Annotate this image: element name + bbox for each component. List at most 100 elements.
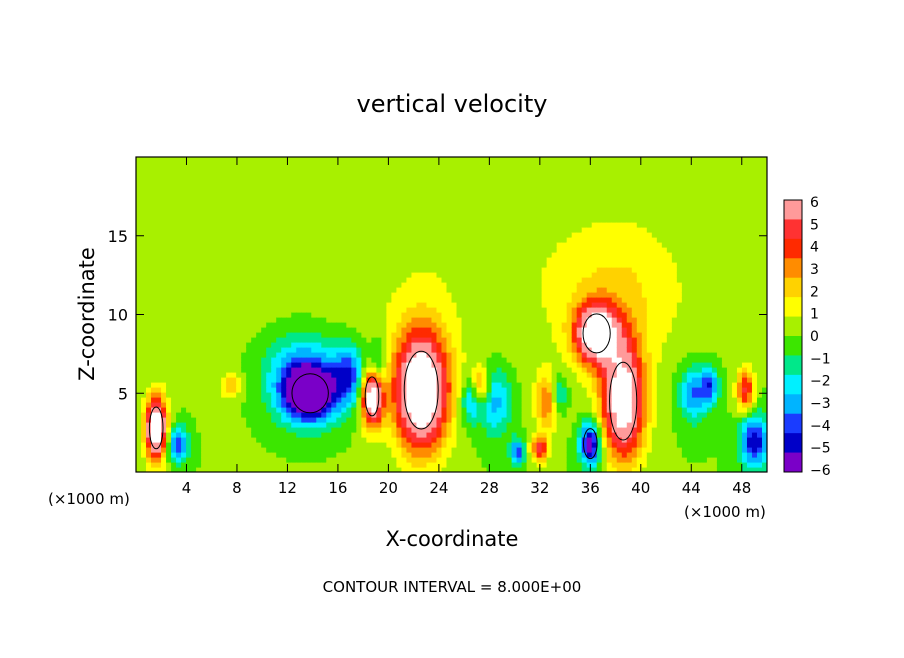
heatmap-cell (186, 347, 192, 353)
heatmap-cell (166, 467, 172, 472)
heatmap-cell (501, 417, 508, 423)
heatmap-cell (451, 157, 458, 163)
heatmap-cell (516, 252, 523, 258)
heatmap-cell (291, 367, 297, 373)
heatmap-cell (201, 432, 207, 438)
heatmap-cell (461, 187, 468, 193)
heatmap-cell (521, 287, 528, 293)
heatmap-cell (266, 237, 272, 243)
heatmap-cell (356, 397, 362, 403)
heatmap-cell (471, 227, 478, 233)
heatmap-cell (396, 452, 403, 458)
heatmap-cell (286, 212, 292, 218)
heatmap-cell (481, 307, 488, 313)
heatmap-cell (471, 277, 478, 283)
heatmap-cell (291, 307, 297, 313)
heatmap-cell (476, 402, 483, 408)
heatmap-cell (181, 327, 187, 333)
heatmap-cell (226, 342, 232, 348)
heatmap-cell (406, 392, 413, 398)
heatmap-cell (496, 442, 503, 448)
heatmap-cell (176, 217, 182, 223)
heatmap-cell (296, 227, 302, 233)
heatmap-cell (256, 457, 262, 463)
heatmap-cell (326, 182, 332, 188)
heatmap-cell (291, 412, 297, 418)
heatmap-cell (246, 257, 252, 263)
heatmap-cell (161, 417, 167, 423)
heatmap-cell (341, 272, 347, 278)
heatmap-cell (441, 362, 448, 368)
heatmap-cell (186, 467, 192, 472)
heatmap-cell (271, 292, 277, 298)
heatmap-cell (411, 172, 418, 178)
heatmap-cell (336, 362, 342, 368)
heatmap-cell (271, 432, 277, 438)
heatmap-cell (511, 302, 518, 308)
heatmap-cell (201, 372, 207, 378)
heatmap-cell (231, 422, 237, 428)
heatmap-cell (156, 207, 162, 213)
heatmap-cell (256, 362, 262, 368)
heatmap-cell (511, 257, 518, 263)
heatmap-cell (376, 187, 382, 193)
heatmap-cell (141, 322, 147, 328)
heatmap-cell (176, 467, 182, 472)
heatmap-cell (411, 267, 418, 273)
heatmap-cell (416, 372, 423, 378)
heatmap-cell (516, 432, 523, 438)
heatmap-cell (431, 347, 438, 353)
heatmap-cell (251, 357, 257, 363)
heatmap-cell (391, 277, 398, 283)
heatmap-cell (356, 402, 362, 408)
heatmap-cell (411, 337, 418, 343)
heatmap-cell (176, 392, 182, 398)
heatmap-cell (301, 332, 307, 338)
heatmap-cell (261, 332, 267, 338)
heatmap-cell (181, 437, 187, 443)
heatmap-cell (231, 357, 237, 363)
heatmap-cell (371, 197, 377, 203)
heatmap-cell (266, 232, 272, 238)
heatmap-cell (506, 442, 513, 448)
heatmap-cell (151, 382, 157, 388)
heatmap-cell (426, 262, 433, 268)
heatmap-cell (446, 247, 453, 253)
heatmap-cell (371, 257, 377, 263)
heatmap-cell (311, 417, 317, 423)
heatmap-cell (156, 442, 162, 448)
heatmap-cell (231, 417, 237, 423)
heatmap-cell (476, 237, 483, 243)
heatmap-cell (306, 332, 312, 338)
heatmap-cell (411, 372, 418, 378)
heatmap-cell (411, 297, 418, 303)
heatmap-cell (261, 242, 267, 248)
heatmap-cell (501, 257, 508, 263)
heatmap-cell (381, 262, 387, 268)
heatmap-cell (306, 157, 312, 163)
heatmap-cell (276, 187, 282, 193)
heatmap-cell (246, 162, 252, 168)
heatmap-cell (401, 412, 408, 418)
heatmap-cell (191, 297, 197, 303)
heatmap-cell (201, 447, 207, 453)
heatmap-cell (256, 222, 262, 228)
heatmap-cell (251, 387, 257, 393)
heatmap-cell (421, 182, 428, 188)
heatmap-cell (371, 192, 377, 198)
heatmap-cell (421, 377, 428, 383)
heatmap-cell (261, 412, 267, 418)
heatmap-cell (321, 272, 327, 278)
heatmap-cell (211, 317, 217, 323)
heatmap-cell (231, 467, 237, 472)
heatmap-cell (151, 307, 157, 313)
heatmap-cell (486, 372, 493, 378)
heatmap-cell (146, 377, 152, 383)
heatmap-cell (406, 412, 413, 418)
heatmap-cell (226, 197, 232, 203)
heatmap-cell (226, 187, 232, 193)
heatmap-cell (511, 252, 518, 258)
heatmap-cell (481, 247, 488, 253)
heatmap-cell (496, 382, 503, 388)
heatmap-cell (221, 297, 227, 303)
